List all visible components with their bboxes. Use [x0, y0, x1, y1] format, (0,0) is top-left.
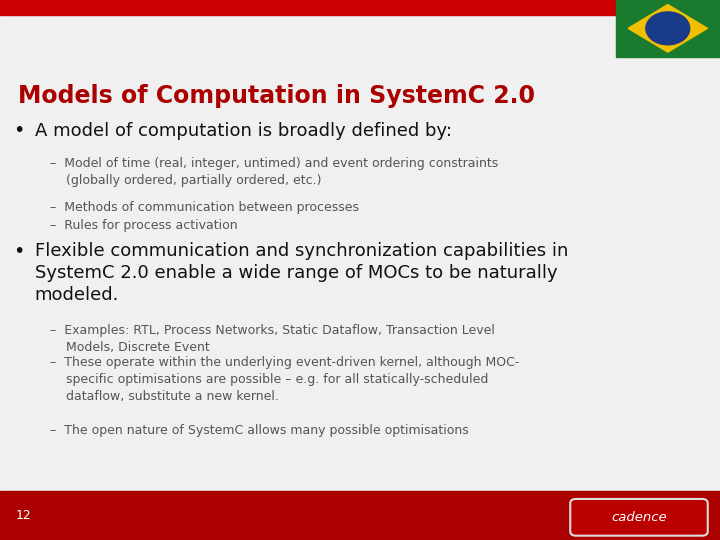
Text: 12: 12: [16, 509, 32, 522]
Text: –  Model of time (real, integer, untimed) and event ordering constraints
    (gl: – Model of time (real, integer, untimed)…: [50, 157, 499, 187]
Text: •: •: [13, 122, 24, 140]
Circle shape: [646, 12, 690, 45]
Text: –  Methods of communication between processes: – Methods of communication between proce…: [50, 201, 359, 214]
Text: A model of computation is broadly defined by:: A model of computation is broadly define…: [35, 122, 451, 139]
Bar: [0, 491, 720, 540]
Bar: [0, 0, 720, 15]
Polygon shape: [628, 4, 708, 52]
Text: –  Rules for process activation: – Rules for process activation: [50, 219, 238, 232]
Text: –  These operate within the underlying event-driven kernel, although MOC-
    sp: – These operate within the underlying ev…: [50, 356, 520, 403]
Text: •: •: [13, 242, 24, 261]
Bar: [616, 0, 720, 57]
Text: –  Examples: RTL, Process Networks, Static Dataflow, Transaction Level
    Model: – Examples: RTL, Process Networks, Stati…: [50, 324, 495, 354]
Text: Models of Computation in SystemC 2.0: Models of Computation in SystemC 2.0: [18, 84, 535, 107]
Text: Flexible communication and synchronization capabilities in
SystemC 2.0 enable a : Flexible communication and synchronizati…: [35, 242, 568, 305]
Text: –  The open nature of SystemC allows many possible optimisations: – The open nature of SystemC allows many…: [50, 424, 469, 437]
FancyBboxPatch shape: [570, 499, 708, 536]
Text: cadence: cadence: [611, 511, 667, 524]
